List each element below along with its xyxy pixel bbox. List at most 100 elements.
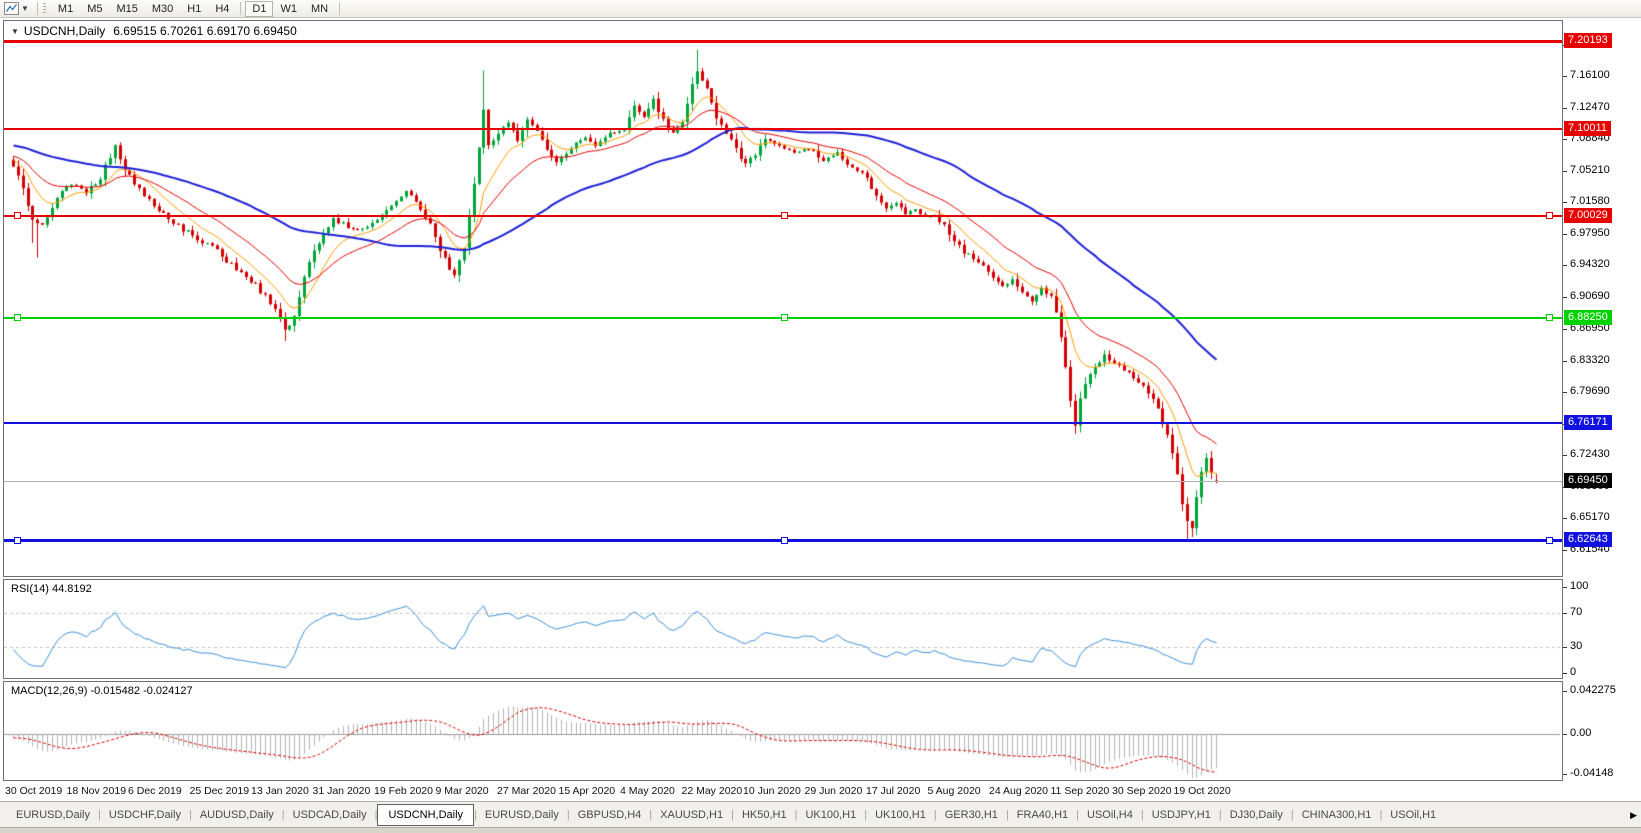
date-label: 4 May 2020: [620, 785, 675, 797]
tab-separator: |: [1140, 808, 1144, 821]
line-handle[interactable]: [14, 212, 21, 220]
price-axis[interactable]: 7.197307.161007.124707.088407.052107.015…: [1563, 18, 1641, 782]
tab-fra40-h1-12[interactable]: FRA40,H1: [1016, 808, 1069, 821]
tab-usdcnh-daily-4[interactable]: USDCNH,Daily: [377, 803, 475, 826]
tab-separator: |: [474, 808, 477, 821]
tab-separator: |: [566, 808, 570, 821]
macd-canvas[interactable]: [4, 682, 1562, 780]
tab-dj30-daily-15[interactable]: DJ30,Daily: [1229, 808, 1283, 821]
tab-audusd-daily-2[interactable]: AUDUSD,Daily: [199, 808, 274, 821]
tab-usdchf-daily-1[interactable]: USDCHF,Daily: [108, 808, 181, 821]
tab-china300-h1-16[interactable]: CHINA300,H1: [1301, 808, 1372, 821]
rsi-axis-tick: 70: [1563, 606, 1582, 620]
tab-xauusd-h1-7[interactable]: XAUUSD,H1: [660, 808, 724, 821]
toolbar-separator: [339, 2, 341, 15]
timeframe-button-m1[interactable]: M1: [57, 2, 74, 15]
timeframe-button-w1[interactable]: W1: [280, 2, 297, 15]
timeframe-button-h4[interactable]: H4: [215, 2, 230, 15]
macd-axis-tick-label: 0.00: [1570, 727, 1592, 739]
tab-usoil-h1-17[interactable]: USOil,H1: [1390, 808, 1437, 821]
timeframe-button-d1[interactable]: D1: [245, 0, 274, 17]
rsi-axis-tick: 100: [1563, 580, 1588, 594]
tab-separator: |: [374, 808, 378, 821]
tab-eurusd-daily-0[interactable]: EURUSD,Daily: [16, 808, 90, 821]
line-handle[interactable]: [14, 536, 21, 544]
tab-separator: |: [1290, 808, 1294, 821]
date-label: 10 Jun 2020: [743, 785, 801, 797]
line-handle[interactable]: [1546, 212, 1553, 220]
date-label: 5 Aug 2020: [927, 785, 981, 797]
line-handle[interactable]: [1546, 314, 1553, 322]
rsi-axis-tick-label: 0: [1570, 666, 1577, 678]
tab-separator: |: [1218, 808, 1222, 821]
price-chart-canvas[interactable]: [4, 21, 1562, 576]
price-level-line[interactable]: [4, 39, 1562, 43]
price-level-line[interactable]: [4, 128, 1562, 131]
bottom-strip: [0, 827, 1641, 833]
tab-uk100-h1-10[interactable]: UK100,H1: [875, 808, 926, 821]
price-axis-tick-label: 6.65170: [1570, 511, 1610, 524]
toolbar-separator: [36, 2, 38, 15]
timeframe-button-h1[interactable]: H1: [187, 2, 202, 15]
tab-eurusd-daily-5[interactable]: EURUSD,Daily: [484, 808, 559, 821]
rsi-axis-tick: 30: [1563, 640, 1582, 654]
tab-ger30-h1-11[interactable]: GER30,H1: [944, 808, 998, 821]
tab-hk50-h1-8[interactable]: HK50,H1: [741, 808, 787, 821]
timeframe-button-m5[interactable]: M5: [87, 2, 103, 15]
tab-scroll-right-icon[interactable]: ▶: [1630, 810, 1637, 820]
chart-cursor-icon[interactable]: [4, 2, 19, 15]
price-level-badge: 6.76171: [1564, 414, 1612, 430]
current-price-line: [4, 480, 1562, 482]
tab-gbpusd-h4-6[interactable]: GBPUSD,H4: [577, 808, 642, 821]
line-handle[interactable]: [781, 314, 788, 322]
tab-separator: |: [1076, 808, 1080, 821]
date-label: 13 Jan 2020: [251, 785, 309, 797]
price-level-line[interactable]: [4, 421, 1562, 424]
price-level-badge: 7.20193: [1564, 33, 1612, 48]
tab-usoil-h4-13[interactable]: USOil,H4: [1087, 808, 1133, 821]
price-level-badge: 6.88250: [1564, 309, 1612, 325]
date-label: 18 Nov 2019: [66, 785, 127, 797]
rsi-axis-tick-label: 100: [1570, 580, 1589, 592]
price-axis-tick: 7.16100: [1563, 69, 1610, 83]
line-handle[interactable]: [781, 536, 788, 544]
rsi-canvas[interactable]: [4, 580, 1562, 678]
tab-usdjpy-h1-14[interactable]: USDJPY,H1: [1151, 808, 1211, 821]
time-axis[interactable]: 30 Oct 2019 18 Nov 2019 6 Dec 2019 25 Dec 2…: [3, 782, 1563, 800]
price-axis-tick: 6.86950: [1563, 322, 1610, 336]
price-axis-tick-label: 6.90690: [1570, 289, 1610, 302]
price-axis-tick: 6.94320: [1563, 258, 1610, 272]
rsi-label: RSI(14) 44.8192: [11, 583, 92, 595]
tab-separator: |: [731, 808, 734, 821]
line-handle[interactable]: [14, 314, 21, 322]
price-axis-tick-label: 6.86950: [1570, 322, 1610, 335]
price-axis-tick: 6.65170: [1563, 511, 1610, 525]
dropdown-caret-icon[interactable]: ▼: [21, 4, 29, 13]
macd-panel: MACD(12,26,9) -0.015482 -0.024127: [3, 681, 1563, 781]
date-label: 22 May 2020: [681, 785, 743, 797]
chart-ohlc-values: 6.69515 6.70261 6.69170 6.69450: [113, 24, 297, 38]
tab-separator: |: [97, 808, 101, 821]
date-label: 11 Sep 2020: [1050, 785, 1110, 797]
tab-uk100-h1-9[interactable]: UK100,H1: [805, 808, 857, 821]
collapse-arrow-icon[interactable]: ▼: [11, 27, 19, 36]
line-handle[interactable]: [1546, 536, 1553, 544]
tab-separator: |: [794, 808, 798, 821]
date-label: 29 Jun 2020: [804, 785, 863, 797]
date-label: 30 Oct 2019: [5, 785, 63, 797]
date-label: 24 Aug 2020: [989, 785, 1048, 797]
tab-separator: |: [1379, 808, 1383, 821]
timeframe-button-m30[interactable]: M30: [151, 2, 174, 15]
current-price-badge: 6.69450: [1564, 472, 1612, 488]
tab-separator: |: [933, 808, 937, 821]
rsi-axis-tick-label: 70: [1570, 605, 1583, 618]
date-label: 15 Apr 2020: [558, 785, 616, 797]
toolbar: ▼ M1 M5 M15 M30 H1 H4 D1 W1 MN: [0, 0, 1641, 18]
line-handle[interactable]: [781, 212, 788, 220]
timeframe-button-mn[interactable]: MN: [310, 2, 329, 15]
price-axis-tick: 7.05210: [1563, 164, 1610, 178]
tab-usdcad-daily-3[interactable]: USDCAD,Daily: [292, 808, 367, 821]
timeframe-button-m15[interactable]: M15: [116, 2, 138, 15]
tab-separator: |: [649, 808, 653, 821]
